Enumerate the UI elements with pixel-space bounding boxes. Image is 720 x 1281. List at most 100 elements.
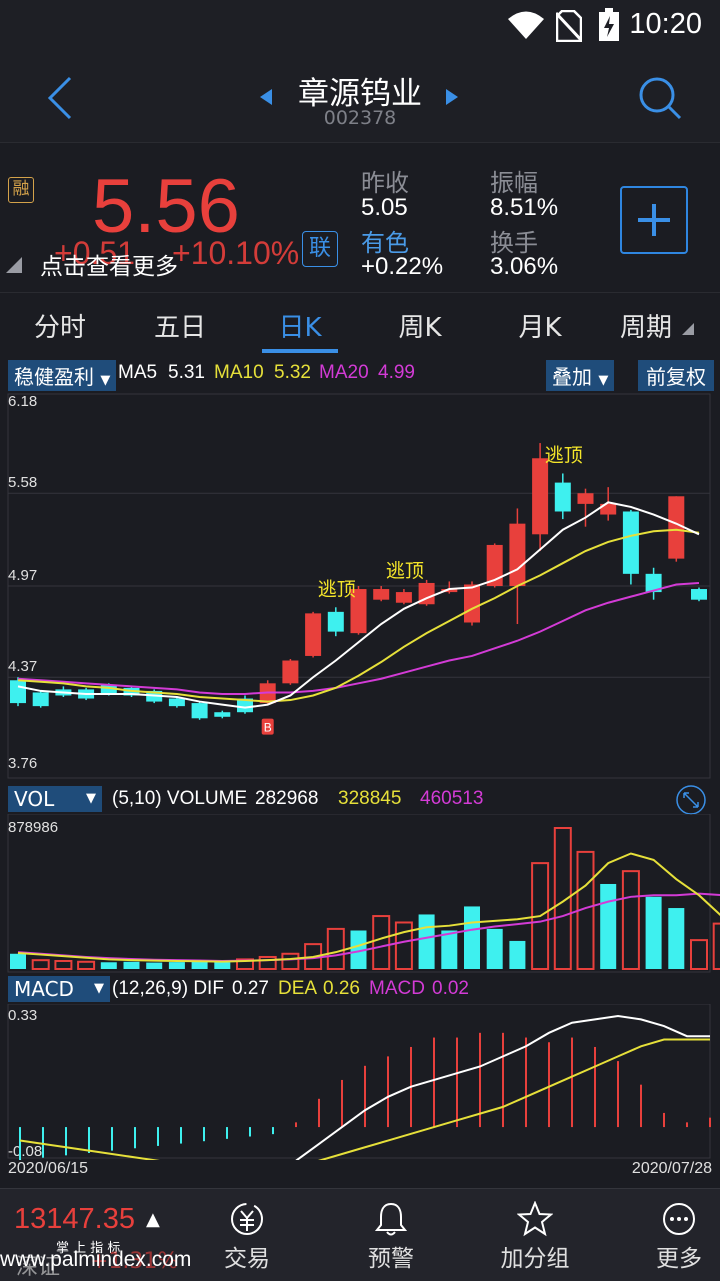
macd-params: (12,26,9) DIF [112, 978, 224, 999]
volume-bar [441, 930, 458, 969]
no-sim-icon [556, 10, 582, 42]
candle-body [32, 692, 49, 707]
dea-line [19, 1038, 710, 1160]
index-name: 深证 [16, 1255, 61, 1280]
volume-bar [486, 928, 503, 969]
macd-chart[interactable]: 0.33 -0.08 [0, 1004, 720, 1160]
amplitude-label: 振幅 [490, 169, 538, 197]
search-icon[interactable] [638, 76, 682, 120]
volume-bar [77, 960, 96, 970]
linked-button[interactable]: 联 [302, 231, 338, 267]
candle-body [214, 712, 231, 717]
title-bar: 章源钨业 002378 [0, 52, 720, 142]
prev-close-value: 5.05 [361, 194, 408, 221]
bottom-nav: 13147.35 ▲ 掌 上 指 标 深证 +1.31% 交易 预警 加分组 更… [0, 1188, 720, 1281]
date-start: 2020/06/15 [8, 1160, 89, 1177]
macd-dropdown[interactable]: MACD ▼ [8, 976, 110, 1002]
star-icon[interactable] [517, 1201, 553, 1237]
ma5-label: MA5 [118, 362, 158, 383]
nav-more[interactable]: 更多 [656, 1246, 702, 1272]
dea-value: 0.26 [323, 978, 360, 999]
index-up-arrow: ▲ [146, 1209, 160, 1230]
volume-bar [146, 962, 163, 969]
vol-value: 282968 [255, 788, 319, 809]
next-stock-icon[interactable] [444, 88, 460, 106]
nav-trade[interactable]: 交易 [224, 1246, 270, 1272]
candle-body [100, 684, 117, 694]
ma10-line [17, 528, 700, 703]
candle-body [464, 584, 480, 623]
escape-top-label: 逃顶 [318, 578, 356, 600]
ma10-value: 5.32 [274, 362, 311, 383]
sector-label[interactable]: 有色 [361, 229, 409, 257]
dea-label: DEA [278, 978, 318, 999]
margin-badge: 融 [8, 177, 34, 203]
plus-icon [638, 204, 670, 236]
strategy-label: 稳健盈利 [14, 365, 94, 389]
strategy-dropdown[interactable]: 稳健盈利 ▼ [8, 360, 117, 391]
candle-body [395, 592, 412, 603]
volume-bar [621, 870, 640, 970]
candle-body [305, 613, 322, 656]
volume-ma5-line [17, 852, 720, 963]
price-change-pct: +10.10% [172, 235, 300, 271]
candle-body [532, 458, 549, 535]
vol-label: VOL [14, 787, 55, 811]
tab-five-day[interactable]: 五日 [153, 313, 206, 343]
candle-body [327, 611, 344, 632]
vol-dropdown[interactable]: VOL ▼ [8, 786, 102, 812]
volume-bar [645, 896, 662, 969]
volume-bar [168, 962, 185, 969]
volume-bar [281, 952, 300, 970]
volume-bar [464, 906, 480, 969]
tab-monthly-k[interactable]: 月K [518, 313, 562, 343]
buy-marker-label: B [264, 721, 272, 735]
kline-indicator-bar: 稳健盈利 ▼ MA5 5.31 MA10 5.32 MA20 4.99 叠加 ▼… [0, 356, 720, 391]
candle-body [509, 523, 526, 586]
candle-body [577, 493, 594, 504]
nav-alert[interactable]: 预警 [368, 1246, 414, 1272]
prev-stock-icon[interactable] [258, 88, 274, 106]
tab-period[interactable]: 周期 [619, 313, 672, 343]
add-watchlist-button[interactable] [620, 186, 688, 254]
more-info-tip[interactable]: 点击查看更多 [40, 254, 178, 280]
candle-body [418, 582, 435, 605]
ma10-label: MA10 [214, 362, 264, 383]
vol-ma10-value: 460513 [420, 788, 484, 809]
candle-body [668, 496, 685, 559]
volume-bar [100, 962, 117, 969]
vol-indicator-bar: VOL ▼ (5,10) VOLUME 282968 328845 460513 [0, 784, 720, 816]
volume-bar [236, 958, 254, 971]
overlay-dropdown[interactable]: 叠加 ▼ [546, 360, 615, 391]
expand-icon[interactable] [675, 784, 707, 816]
overlay-label: 叠加 [552, 365, 592, 389]
y-tick-label: 4.97 [8, 567, 37, 584]
brand-small-text: 掌 上 指 标 [56, 1241, 121, 1256]
back-icon[interactable] [44, 76, 76, 120]
macd-label: MACD [14, 977, 74, 1001]
vol-params: (5,10) VOLUME [112, 788, 248, 809]
tab-weekly-k[interactable]: 周K [398, 313, 442, 343]
dif-value: 0.27 [232, 978, 269, 999]
y-tick-label: 878986 [8, 819, 58, 836]
chevron-down-icon: ▼ [100, 373, 111, 388]
nav-add-group[interactable]: 加分组 [500, 1246, 570, 1272]
candle-body [10, 680, 26, 704]
sector-value: +0.22% [361, 253, 444, 280]
volume-ma10-line [17, 892, 720, 962]
adjust-button[interactable]: 前复权 [638, 360, 714, 391]
active-tab-indicator [262, 349, 338, 353]
bell-icon[interactable] [374, 1201, 408, 1237]
period-dropdown-icon [682, 323, 694, 335]
macd-indicator-bar: MACD ▼ (12,26,9) DIF 0.27 DEA 0.26 MACD … [0, 974, 720, 1004]
volume-chart[interactable]: 878986 [0, 814, 720, 974]
index-value[interactable]: 13147.35 [14, 1203, 135, 1235]
trade-icon[interactable] [229, 1201, 265, 1237]
tab-daily-k[interactable]: 日K [278, 313, 322, 343]
candle-body [282, 660, 299, 684]
volume-bar [372, 915, 391, 970]
more-icon[interactable] [661, 1201, 697, 1237]
clock: 10:20 [629, 8, 702, 40]
tab-intraday[interactable]: 分时 [33, 313, 86, 343]
